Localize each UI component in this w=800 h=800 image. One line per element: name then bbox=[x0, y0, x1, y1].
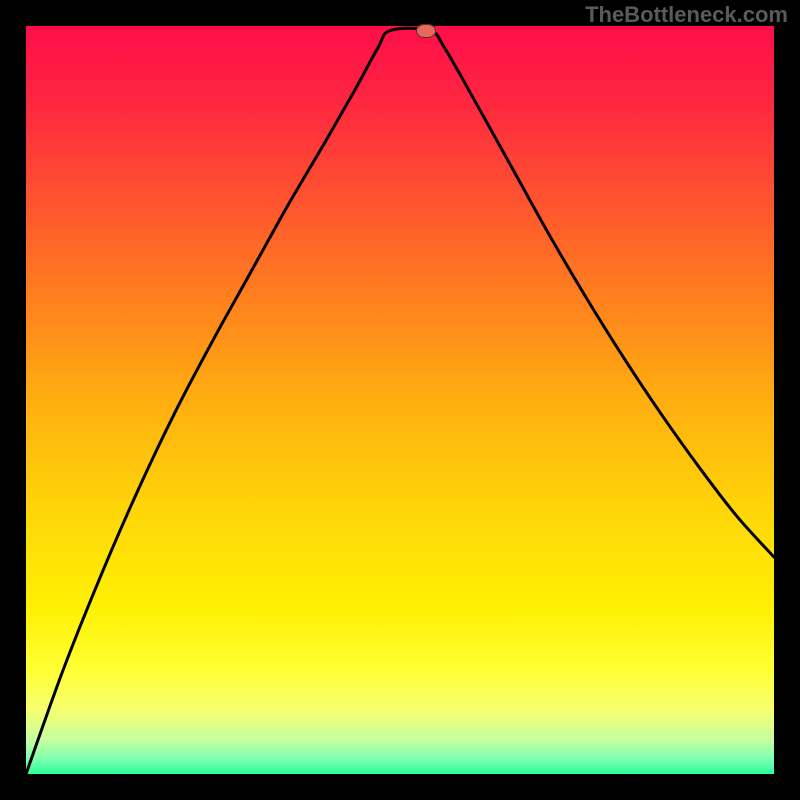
optimum-marker bbox=[416, 24, 436, 38]
bottleneck-curve bbox=[26, 26, 774, 774]
watermark-text: TheBottleneck.com bbox=[585, 2, 788, 28]
chart-frame: TheBottleneck.com bbox=[0, 0, 800, 800]
plot-area bbox=[26, 26, 774, 774]
curve-path bbox=[26, 28, 774, 774]
